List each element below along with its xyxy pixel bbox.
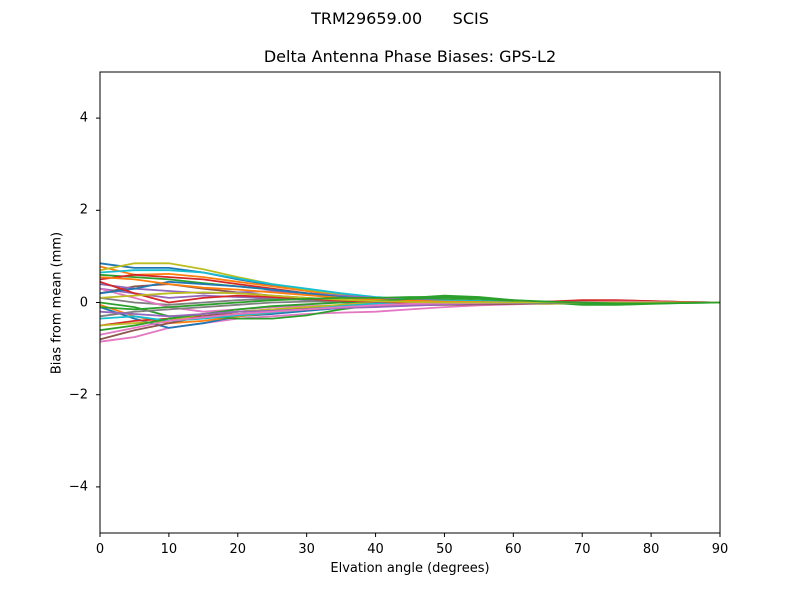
x-tick-label: 80 bbox=[642, 542, 660, 557]
series-lines bbox=[99, 262, 721, 343]
x-tick-label: 70 bbox=[573, 542, 591, 557]
series-line bbox=[99, 296, 721, 311]
x-tick-label: 20 bbox=[229, 542, 247, 557]
y-tick-label: −4 bbox=[68, 479, 88, 495]
y-tick-label: 0 bbox=[79, 295, 88, 310]
y-tick-label: −2 bbox=[68, 387, 88, 403]
x-tick-label: 30 bbox=[298, 542, 315, 557]
x-axis-label: Elvation angle (degrees) bbox=[330, 561, 490, 576]
y-axis-label: Bias from mean (mm) bbox=[49, 231, 65, 375]
x-tick-label: 50 bbox=[436, 542, 453, 557]
x-tick-label: 0 bbox=[95, 542, 105, 557]
y-tick-label: 2 bbox=[79, 202, 88, 218]
axis-ticks bbox=[96, 117, 721, 537]
x-tick-label: 10 bbox=[160, 542, 178, 557]
x-tick-label: 40 bbox=[367, 542, 384, 557]
x-tick-label: 60 bbox=[505, 542, 522, 557]
x-tick-label: 90 bbox=[711, 542, 729, 557]
chart-title: Delta Antenna Phase Biases: GPS-L2 bbox=[263, 47, 557, 66]
y-tick-label: 4 bbox=[79, 110, 88, 126]
figure-suptitle: TRM29659.00 SCIS bbox=[311, 9, 489, 28]
